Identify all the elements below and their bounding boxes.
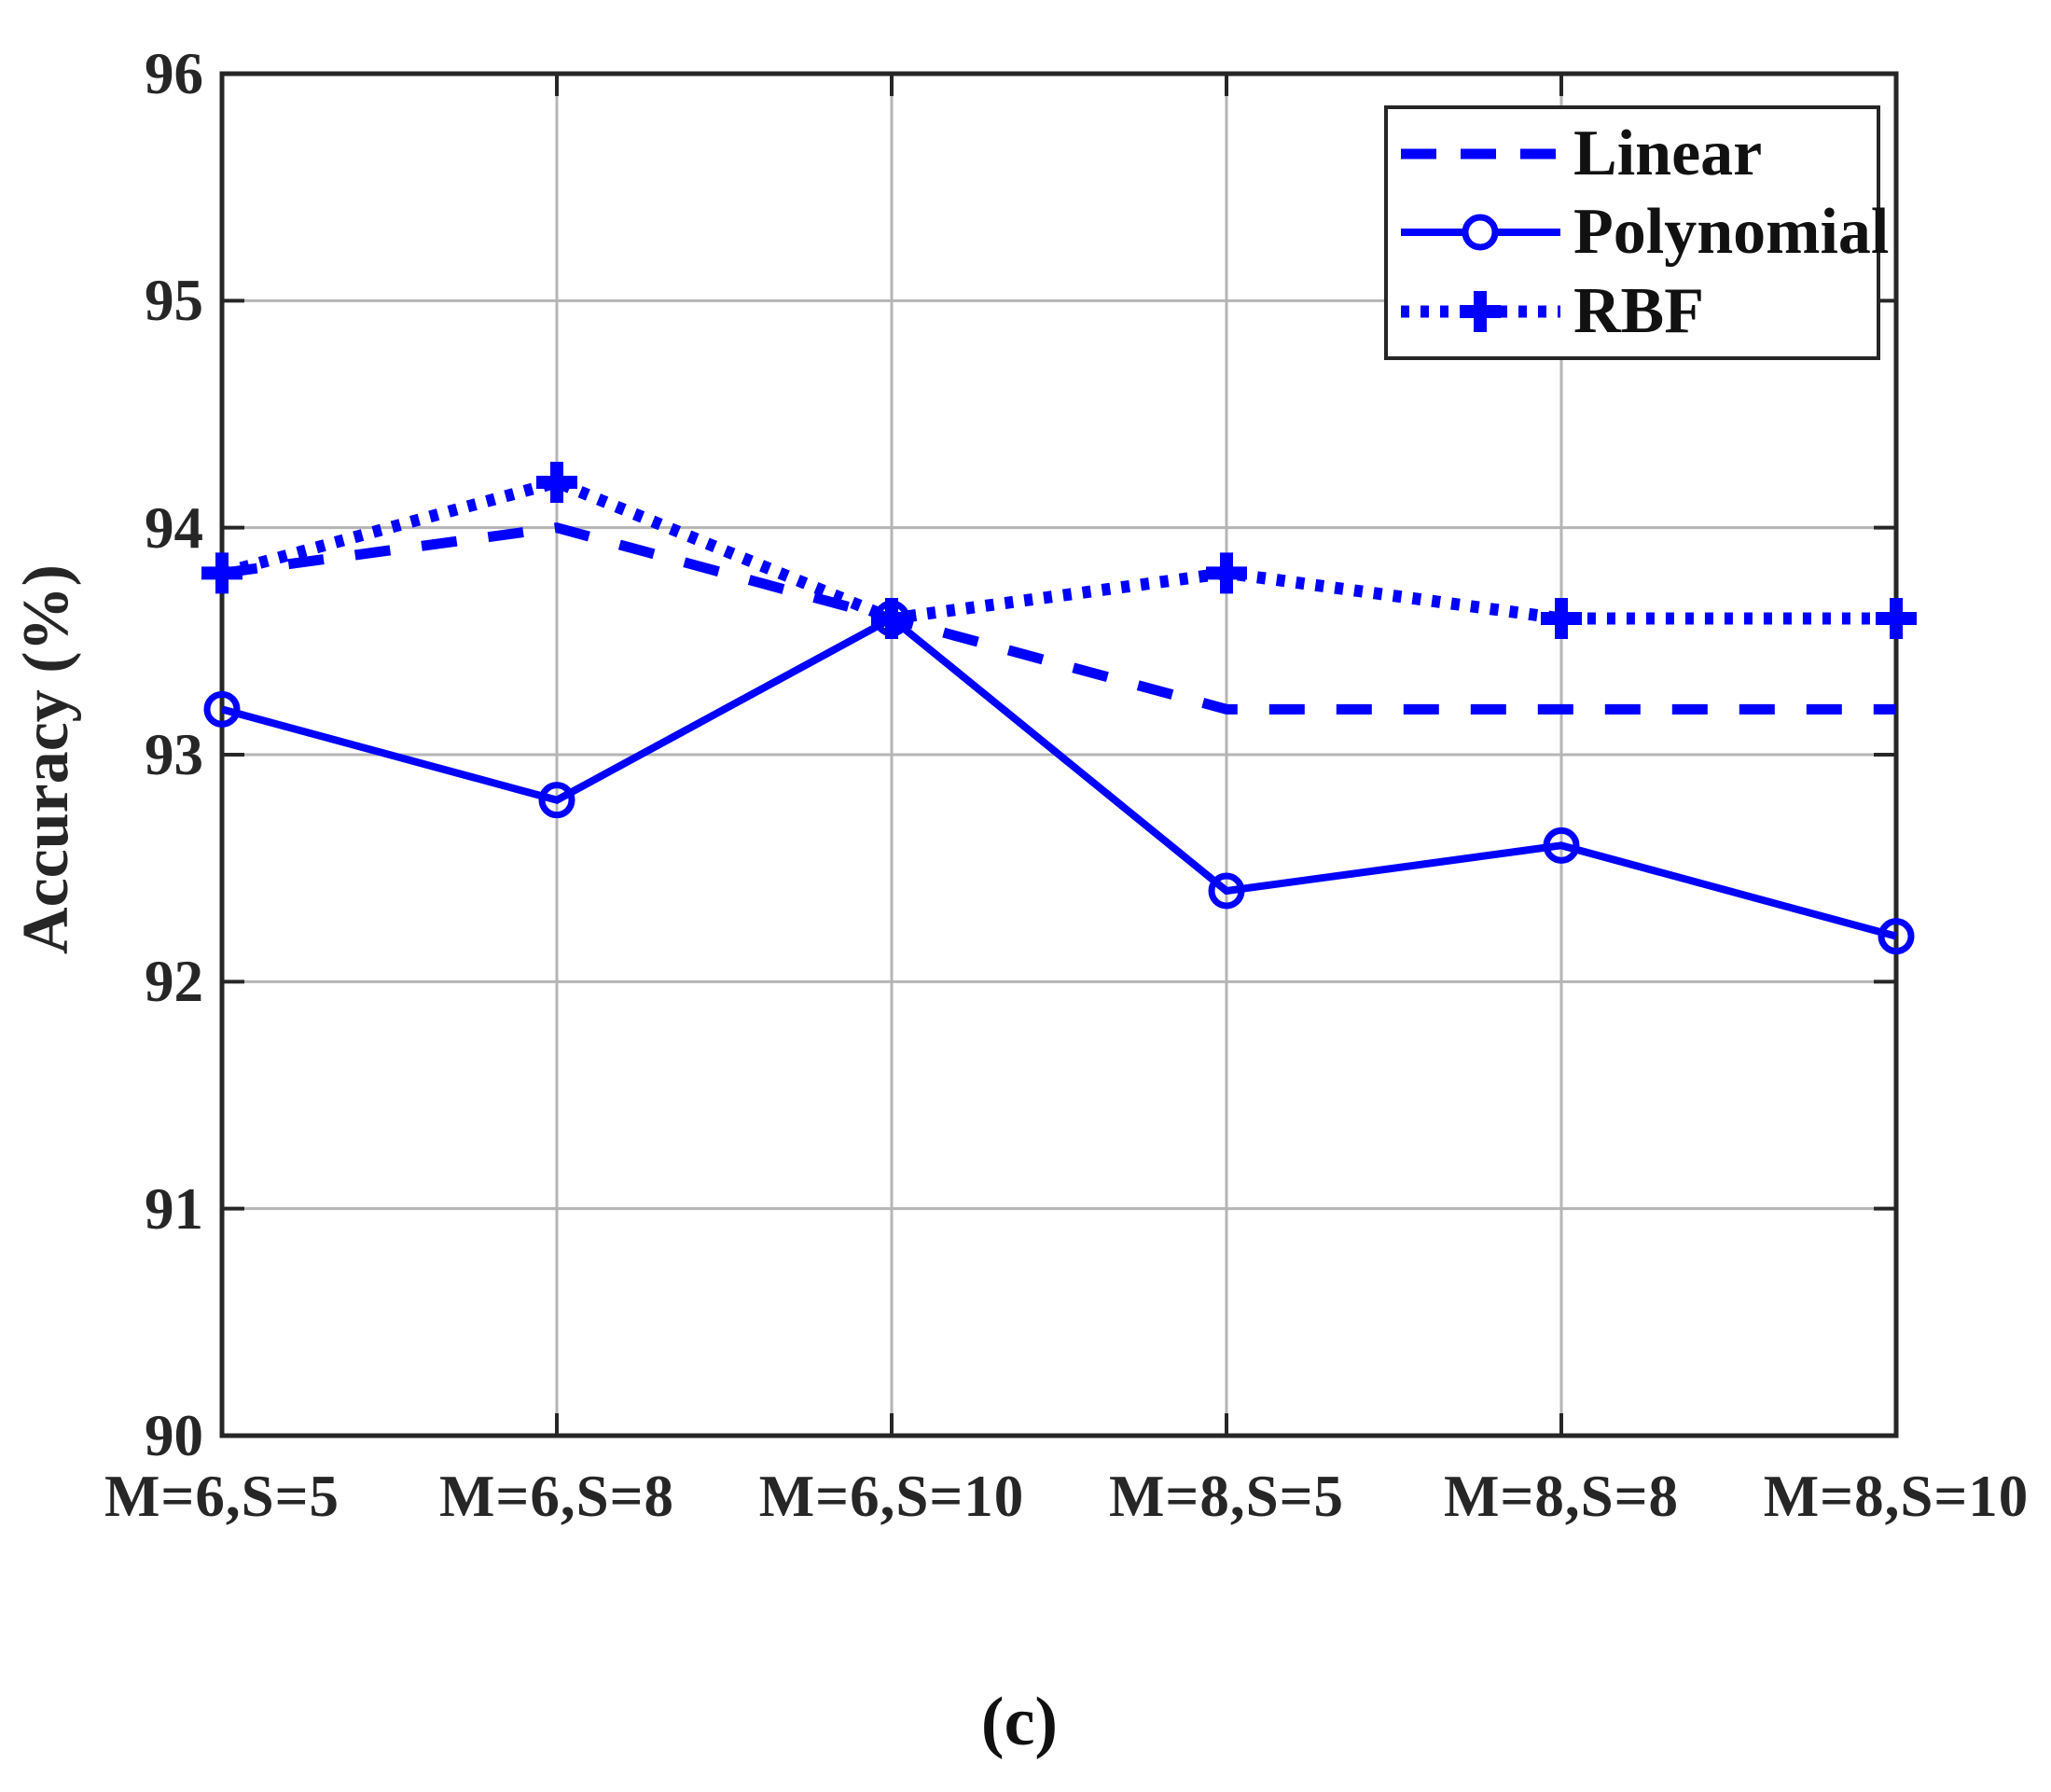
y-axis-title: Accuracy (%) [10,564,82,954]
series-line-polynomial [220,614,1898,940]
marker-plus-rbf [1876,598,1917,639]
legend-label: Polynomial [1573,196,1890,269]
series-line-linear [221,522,1896,715]
legend-solid-line-sample [1401,214,1560,251]
legend-plus-marker [1460,290,1501,332]
legend-entry-rbf: RBF [1401,274,1877,349]
y-tick-label: 95 [145,268,203,334]
legend-label: RBF [1573,274,1704,347]
y-tick-label: 90 [145,1403,203,1468]
marker-circle-polynomial [1543,827,1580,864]
marker-circle-polynomial [538,782,575,819]
y-tick-label: 92 [145,949,203,1015]
marker-plus-rbf [201,552,243,594]
marker-plus-rbf [871,598,912,639]
y-tick-label: 93 [145,722,203,787]
x-tick-label: M=6,S=8 [438,1464,675,1529]
marker-circle-polynomial [1878,918,1915,955]
y-tick-label: 96 [145,41,203,106]
y-tick-label: 94 [145,494,203,561]
marker-circle-polynomial [203,690,241,728]
marker-plus-rbf [536,462,577,503]
marker-plus-rbf [1206,552,1247,594]
legend-label: Linear [1573,118,1763,190]
legend-circle-marker [1462,214,1499,251]
x-tick-label: M=8,S=8 [1443,1464,1680,1529]
x-tick-label: M=8,S=10 [1763,1464,2030,1529]
series-line-rbf [220,476,1896,625]
legend-entry-polynomial: Polynomial [1401,195,1889,270]
legend-dotted-line-sample [1401,290,1560,332]
marker-circle-polynomial [1208,872,1245,910]
legend-entry-linear: Linear [1401,117,1877,191]
x-tick-label: M=8,S=5 [1108,1464,1345,1529]
x-tick-label: M=6,S=10 [758,1464,1025,1529]
y-tick-label: 91 [145,1175,203,1242]
marker-plus-rbf [1541,598,1582,639]
x-tick-label: M=6,S=5 [104,1464,340,1529]
legend-dashed-line-sample [1401,148,1560,160]
figure-caption: (c) [980,1684,1059,1760]
legend-box: Linear Polynomial RBF [1384,105,1889,360]
